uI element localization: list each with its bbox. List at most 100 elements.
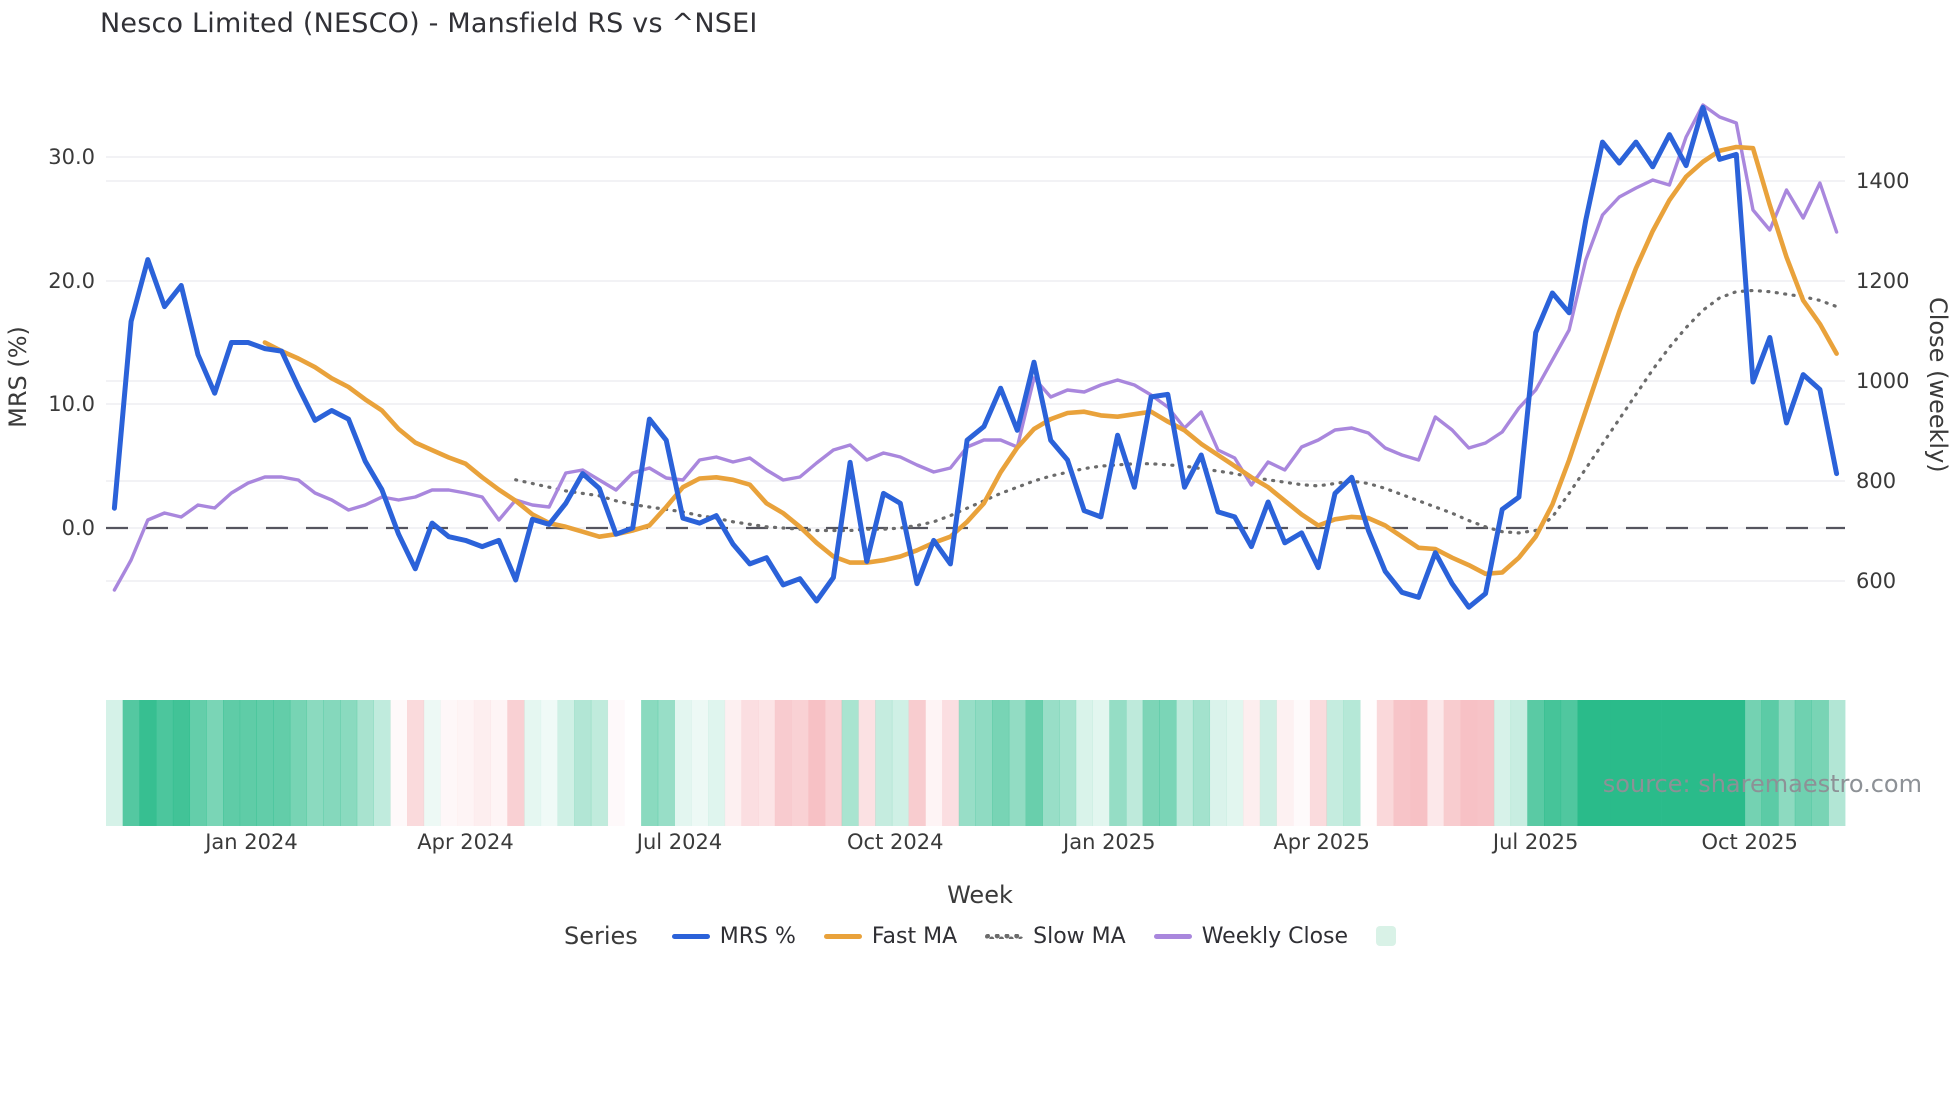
legend-item-mrs-: MRS % [671, 924, 796, 949]
heatmap-cell [774, 700, 792, 826]
heatmap-cell [1694, 700, 1712, 826]
heatmap-cell [1075, 700, 1093, 826]
heatmap-cell [239, 700, 257, 826]
heatmap-cell [1627, 700, 1645, 826]
heatmap-cell [758, 700, 776, 826]
x-tick-label: Jan 2024 [205, 830, 298, 854]
heatmap-cell [390, 700, 408, 826]
heatmap-cell [1293, 700, 1311, 826]
heatmap-cell [1309, 700, 1328, 826]
x-tick-label: Jul 2025 [1492, 830, 1579, 854]
legend-title: Series [563, 922, 638, 950]
right-tick-label: 800 [1856, 469, 1897, 493]
heatmap-cell [825, 700, 843, 826]
x-tick-label: Jan 2025 [1063, 830, 1156, 854]
heatmap-cell [1794, 700, 1812, 826]
heatmap-cell [1243, 700, 1261, 826]
heatmap-cell [1477, 700, 1495, 826]
heatmap-cell [289, 700, 308, 826]
left-tick-label: 20.0 [48, 268, 95, 293]
legend-item-heatmap [1376, 926, 1397, 946]
heatmap-cell [139, 700, 157, 826]
heatmap-cell [590, 700, 609, 826]
heatmap-cell [440, 700, 458, 826]
heatmap-cell [557, 700, 575, 826]
heatmap-cell [1226, 700, 1244, 826]
heatmap-cell [1560, 700, 1578, 826]
heatmap-cell [942, 700, 960, 826]
heatmap-cell [657, 700, 675, 826]
fast-ma-line [262, 144, 1839, 577]
heatmap-cell [958, 700, 976, 826]
heatmap-cell [1326, 700, 1344, 826]
heatmap-cell [1744, 700, 1762, 826]
heatmap-cell [1661, 700, 1679, 826]
heatmap-cell [223, 700, 241, 826]
weekly-close-line [112, 103, 1839, 592]
slow-ma-line [514, 288, 1839, 535]
heatmap-cell [1109, 700, 1127, 826]
left-axis-title: MRS (%) [4, 326, 32, 428]
heatmap-cell [1811, 700, 1829, 826]
heatmap-cell [189, 700, 207, 826]
chart-title: Nesco Limited (NESCO) - Mansfield RS vs … [100, 8, 758, 39]
legend-swatch-icon [1376, 926, 1397, 946]
legend-label: Fast MA [871, 923, 958, 949]
legend-swatch-icon [671, 933, 710, 939]
heatmap-cell [1610, 700, 1629, 826]
legend-swatch-icon [985, 933, 1024, 939]
heatmap-cell [1711, 700, 1729, 826]
heatmap-cell [524, 700, 542, 826]
heatmap-cell [206, 700, 224, 826]
heatmap-cell [1728, 700, 1746, 826]
heatmap-cell [1527, 700, 1545, 826]
heatmap-cell [1828, 700, 1846, 826]
heatmap-cell [323, 700, 341, 826]
x-tick-label: Apr 2025 [1273, 830, 1370, 854]
heatmap-cell [1677, 700, 1695, 826]
legend: Series MRS % Fast MA Slow MA Weekly Close [0, 922, 1960, 950]
heatmap-cell [473, 700, 492, 826]
right-tick-label: 1200 [1856, 269, 1910, 293]
x-tick-label: Oct 2024 [847, 830, 944, 854]
heatmap-cell [708, 700, 726, 826]
heatmap-cell [1644, 700, 1662, 826]
heatmap-cell [1393, 700, 1411, 826]
heatmap-cell [1594, 700, 1612, 826]
heatmap-cell [1025, 700, 1043, 826]
legend-swatch-icon [823, 933, 862, 939]
heatmap-cell [1059, 700, 1077, 826]
heatmap-cell [624, 700, 641, 826]
heatmap-cell [256, 700, 274, 826]
heatmap-cell [172, 700, 191, 826]
right-tick-label: 1400 [1856, 169, 1910, 193]
x-tick-label: Apr 2024 [417, 830, 514, 854]
heatmap-cell [1008, 700, 1027, 826]
heatmap-cell [407, 700, 425, 826]
heatmap-cell [891, 700, 910, 826]
heatmap-cell [724, 700, 742, 826]
heatmap-cell [791, 700, 809, 826]
heatmap-cell [1209, 700, 1227, 826]
right-axis-title: Close (weekly) [1924, 297, 1952, 473]
left-tick-label: 10.0 [48, 392, 95, 417]
legend-swatch-icon [1153, 933, 1192, 939]
heatmap-cell [1577, 700, 1595, 826]
heatmap-cell [1761, 700, 1779, 826]
heatmap-cell [540, 700, 558, 826]
heatmap-cell [574, 700, 592, 826]
heatmap-cell [741, 700, 759, 826]
heatmap-cell [356, 700, 374, 826]
heatmap-cell [1259, 700, 1277, 826]
heatmap-cell [1343, 700, 1361, 826]
heatmap-cell [992, 700, 1010, 826]
heatmap-cell [674, 700, 692, 826]
heatmap-cell [156, 700, 174, 826]
heatmap-cell [1493, 700, 1512, 826]
heatmap-cell [1192, 700, 1211, 826]
heatmap-cell [1427, 700, 1445, 826]
heatmap-cell [1042, 700, 1060, 826]
heatmap-cell [1276, 700, 1294, 826]
